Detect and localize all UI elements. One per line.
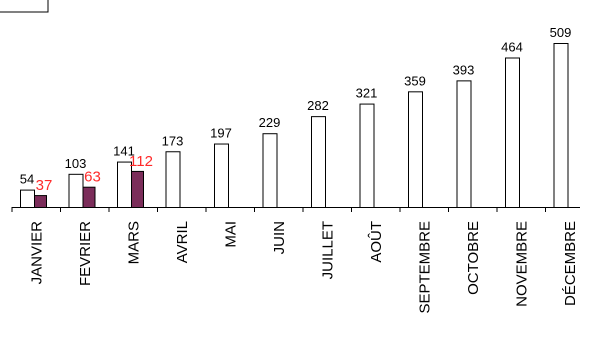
category-label-mai: MAI — [222, 221, 239, 248]
bar-series1-janvier — [20, 189, 35, 209]
bar-series1-décembre — [553, 43, 569, 208]
value-label-series2: 37 — [36, 177, 53, 194]
category-labels-layer: JANVIER FEVRIER MARS AVRIL MAI JUIN JUILLET AOÛ… — [28, 221, 579, 314]
value-label-series1: 141 — [113, 144, 135, 159]
x-ticks-layer — [11, 207, 546, 212]
value-label-series1: 359 — [404, 73, 426, 88]
category-label-décembre: DÉCEMBRE — [562, 221, 579, 306]
value-label-series1: 173 — [162, 133, 184, 148]
category-label-fevrier: FEVRIER — [77, 221, 94, 286]
bar-series1-juillet — [311, 116, 326, 208]
category-label-janvier: JANVIER — [28, 221, 45, 285]
bar-series1-juin — [262, 133, 278, 208]
value-label-series1: 103 — [65, 156, 87, 171]
category-label-juin: JUIN — [271, 221, 288, 254]
bar-series1-août — [359, 103, 375, 208]
value-label-series1: 197 — [210, 126, 232, 141]
category-label-novembre: NOVEMBRE — [513, 221, 530, 307]
bar-series1-fevrier — [68, 173, 84, 208]
bar-series1-septembre — [408, 91, 423, 208]
bar-series1-avril — [165, 151, 181, 209]
value-label-series1: 321 — [356, 86, 378, 101]
value-label-series1: 54 — [20, 172, 34, 187]
bar-series1-mai — [214, 143, 229, 208]
value-label-series2: 63 — [84, 169, 101, 186]
bar-series1-novembre — [505, 57, 520, 208]
bar-series2-fevrier — [82, 186, 96, 208]
category-label-juillet: JUILLET — [319, 221, 336, 279]
value-label-series1: 282 — [307, 98, 329, 113]
value-label-series1: 229 — [259, 115, 281, 130]
category-label-septembre: SEPTEMBRE — [416, 221, 433, 314]
bar-series1-octobre — [456, 80, 472, 208]
legend-box — [0, 0, 49, 13]
value-label-series1: 393 — [453, 62, 475, 77]
value-label-series1: 464 — [501, 39, 523, 54]
category-label-octobre: OCTOBRE — [465, 221, 482, 295]
value-label-series1: 509 — [550, 25, 572, 40]
bars-layer — [20, 43, 569, 209]
category-label-août: AOÛT — [368, 221, 385, 263]
bar-series2-janvier — [34, 195, 47, 208]
value-label-series2: 112 — [129, 153, 153, 170]
category-label-avril: AVRIL — [174, 221, 191, 263]
category-label-mars: MARS — [125, 221, 142, 264]
bar-series2-mars — [131, 170, 144, 209]
